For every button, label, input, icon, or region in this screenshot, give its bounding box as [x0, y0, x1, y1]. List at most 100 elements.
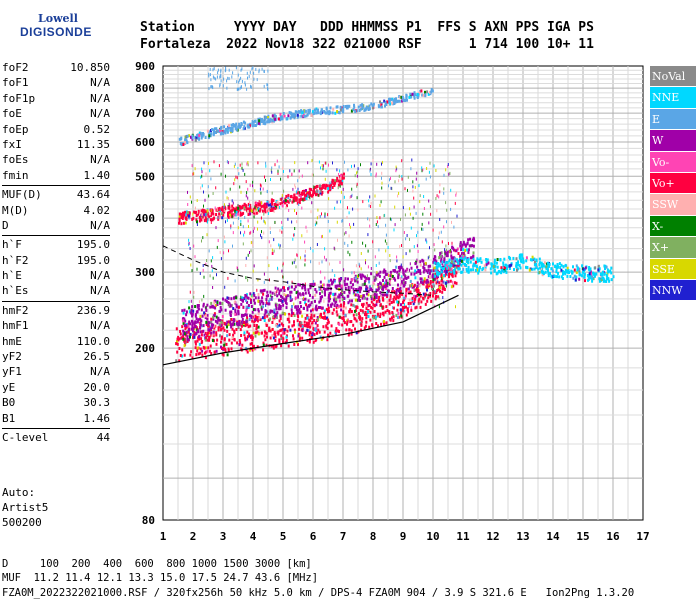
param-row: C-level 44	[2, 430, 110, 445]
echo-point	[249, 183, 251, 187]
echo-point	[307, 288, 310, 292]
param-value: 11.35	[76, 137, 110, 151]
echo-point	[213, 326, 216, 330]
echo-point	[414, 306, 417, 310]
echo-point	[340, 190, 342, 194]
echo-point	[238, 87, 240, 91]
echo-point	[196, 339, 199, 343]
echo-point	[450, 207, 452, 211]
echo-point	[239, 206, 242, 210]
echo-point	[277, 287, 280, 291]
echo-point	[341, 289, 343, 292]
echo-point	[182, 143, 185, 146]
param-value: 0.52	[83, 122, 111, 136]
echo-point	[216, 208, 218, 211]
echo-point	[455, 281, 458, 285]
echo-point	[348, 299, 351, 303]
echo-point	[416, 258, 418, 262]
echo-point	[277, 206, 279, 210]
echo-point	[201, 170, 203, 174]
echo-point	[343, 172, 345, 176]
echo-point	[244, 336, 247, 340]
echo-point	[214, 319, 217, 323]
echo-point	[206, 129, 209, 133]
echo-point	[518, 264, 521, 267]
echo-point	[265, 115, 268, 119]
echo-point	[180, 336, 183, 340]
footer-file-row: FZA0M_2022322021000.RSF / 320fx256h 50 k…	[2, 587, 635, 599]
echo-point	[203, 311, 206, 315]
echo-point	[531, 255, 534, 259]
echo-point	[241, 166, 243, 170]
echo-point	[223, 205, 225, 209]
echo-point	[348, 290, 351, 293]
param-label: hmF2	[2, 303, 29, 317]
echo-point	[422, 212, 424, 216]
echo-point	[496, 271, 499, 275]
echo-point	[413, 283, 416, 287]
echo-point	[261, 236, 263, 240]
echo-point	[263, 231, 265, 235]
param-row: foEp 0.52	[2, 122, 110, 137]
echo-point	[434, 269, 437, 272]
echo-point	[387, 289, 390, 293]
echo-point	[235, 296, 238, 300]
echo-point	[227, 76, 229, 80]
echo-point	[350, 329, 353, 333]
echo-point	[207, 346, 210, 350]
echo-point	[401, 244, 402, 247]
echo-point	[308, 330, 311, 334]
echo-point	[425, 280, 428, 284]
echo-point	[358, 109, 361, 112]
echo-point	[191, 269, 193, 273]
echo-point	[315, 190, 318, 193]
echo-point	[390, 186, 392, 190]
echo-point	[396, 167, 398, 171]
echo-point	[365, 244, 367, 248]
echo-point	[460, 248, 463, 252]
echo-point	[205, 262, 207, 266]
echo-point	[397, 266, 400, 269]
echo-point	[301, 174, 303, 178]
echo-point	[277, 171, 279, 175]
echo-point	[568, 271, 570, 274]
echo-point	[276, 159, 278, 163]
echo-point	[302, 284, 305, 288]
echo-point	[206, 317, 209, 321]
echo-point	[344, 232, 345, 236]
echo-point	[296, 309, 299, 312]
echo-point	[366, 274, 368, 278]
echo-point	[467, 257, 470, 261]
echo-point	[331, 311, 334, 315]
echo-point	[330, 186, 332, 190]
param-value: 110.0	[76, 334, 110, 348]
echo-point	[270, 204, 273, 208]
echo-point	[303, 286, 306, 290]
echo-point	[416, 294, 419, 298]
echo-point	[247, 213, 250, 216]
echo-point	[196, 220, 198, 224]
echo-point	[303, 306, 305, 310]
echo-point	[373, 316, 376, 319]
echo-point	[332, 182, 335, 186]
param-value: N/A	[90, 284, 110, 298]
echo-point	[208, 130, 211, 134]
echo-point	[280, 344, 283, 348]
echo-point	[237, 326, 240, 330]
echo-point	[561, 270, 564, 273]
echo-point	[326, 111, 329, 115]
echo-point	[333, 246, 335, 250]
echo-point	[354, 110, 357, 114]
echo-point	[404, 99, 407, 102]
echo-point	[245, 298, 247, 302]
echo-point	[405, 291, 407, 295]
echo-point	[349, 253, 351, 257]
echo-point	[484, 265, 487, 269]
echo-point	[380, 105, 383, 109]
echo-point	[426, 90, 429, 94]
echo-point	[515, 257, 518, 261]
echo-point	[226, 79, 228, 83]
echo-point	[413, 245, 415, 249]
echo-point	[340, 286, 343, 290]
echo-point	[194, 138, 197, 142]
